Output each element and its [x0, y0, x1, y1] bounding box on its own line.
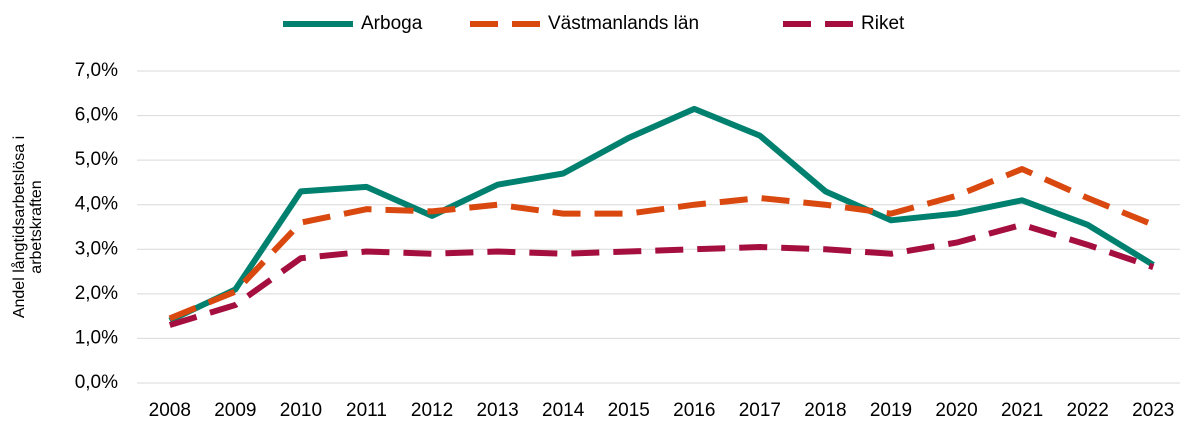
x-tick-label: 2016	[673, 400, 715, 421]
y-tick-label: 3,0%	[75, 238, 118, 259]
y-tick-label: 6,0%	[75, 105, 118, 126]
y-tick-label: 1,0%	[75, 327, 118, 348]
y-tick-label: 4,0%	[75, 194, 118, 215]
y-tick-label: 0,0%	[75, 372, 118, 393]
series-line	[168, 221, 1155, 328]
x-tick-label: 2019	[870, 400, 912, 421]
legend-label: Riket	[861, 13, 905, 34]
x-tick-label: 2010	[280, 400, 322, 421]
x-tick-label: 2015	[608, 400, 650, 421]
series-line	[168, 166, 1155, 322]
x-tick-label: 2017	[739, 400, 781, 421]
x-tick-label: 2011	[346, 400, 387, 421]
x-tick-label: 2023	[1132, 400, 1174, 421]
x-tick-label: 2012	[411, 400, 453, 421]
legend-label: Västmanlands län	[548, 13, 699, 34]
x-tick-label: 2020	[935, 400, 977, 421]
series-line	[168, 105, 1155, 324]
x-tick-label: 2009	[214, 400, 256, 421]
x-tick-label: 2013	[476, 400, 518, 421]
y-axis-label: Andel långtidsarbetslösa i arbetskraften	[11, 135, 45, 319]
y-tick-label: 2,0%	[75, 283, 118, 304]
x-tick-label: 2022	[1067, 400, 1109, 421]
y-tick-label: 5,0%	[75, 149, 118, 170]
x-tick-label: 2018	[804, 400, 846, 421]
y-tick-label: 7,0%	[75, 60, 118, 81]
x-tick-label: 2008	[149, 400, 191, 421]
x-tick-label: 2021	[1001, 400, 1043, 421]
x-tick-label: 2014	[542, 400, 585, 421]
legend-label: Arboga	[361, 13, 423, 34]
